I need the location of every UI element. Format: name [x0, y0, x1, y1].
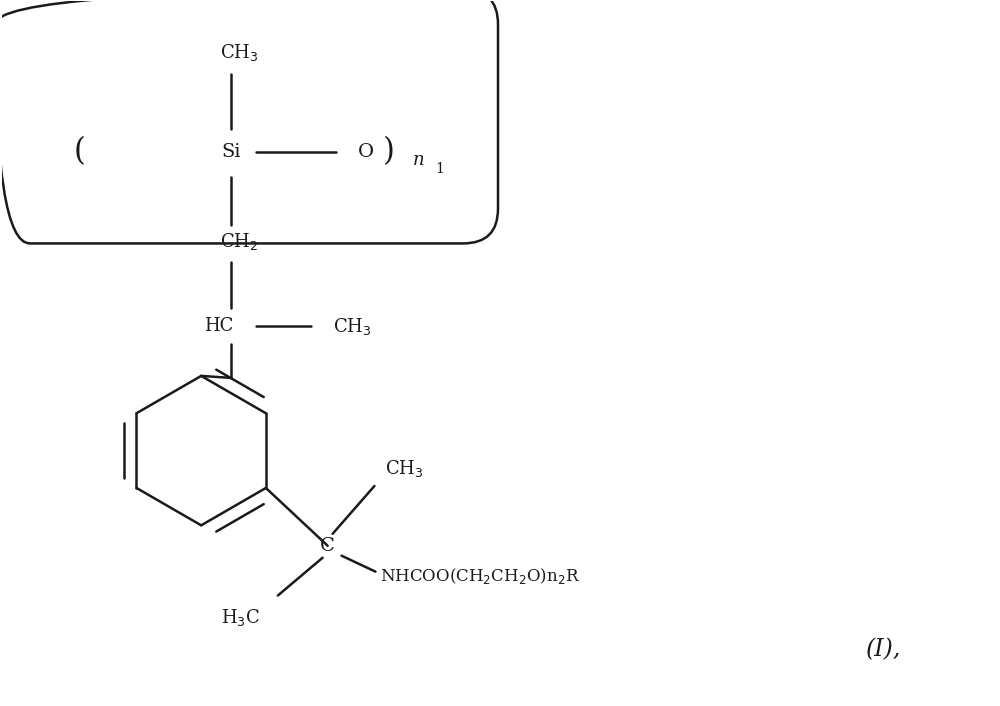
Text: H$_3$C: H$_3$C	[221, 607, 261, 628]
Text: ): )	[383, 136, 394, 167]
Text: HC: HC	[204, 317, 234, 335]
Text: CH$_3$: CH$_3$	[333, 316, 372, 337]
Text: n: n	[413, 151, 424, 169]
Text: (: (	[74, 136, 86, 167]
Text: CH$_3$: CH$_3$	[385, 457, 424, 479]
Text: Si: Si	[221, 143, 241, 161]
Text: 1: 1	[436, 162, 445, 176]
Text: O: O	[357, 143, 374, 161]
Text: NHCOO(CH$_2$CH$_2$O)n$_2$R: NHCOO(CH$_2$CH$_2$O)n$_2$R	[380, 566, 580, 585]
Text: (I),: (I),	[866, 638, 901, 662]
Text: C: C	[320, 537, 335, 555]
Text: CH$_2$: CH$_2$	[220, 231, 258, 252]
Text: CH$_3$: CH$_3$	[220, 42, 258, 63]
